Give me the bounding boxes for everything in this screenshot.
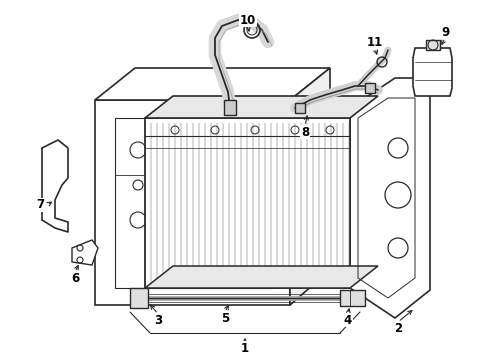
Polygon shape (145, 118, 350, 288)
Text: 4: 4 (344, 314, 352, 327)
Text: 9: 9 (441, 26, 449, 39)
Text: 1: 1 (241, 342, 249, 355)
Text: 5: 5 (221, 311, 229, 324)
Polygon shape (290, 68, 330, 305)
Polygon shape (365, 83, 375, 93)
Polygon shape (145, 96, 378, 118)
Polygon shape (350, 78, 430, 318)
Text: 7: 7 (36, 198, 44, 211)
Polygon shape (130, 288, 148, 308)
Polygon shape (413, 48, 452, 96)
Text: 10: 10 (240, 13, 256, 27)
Polygon shape (95, 68, 330, 100)
Text: 6: 6 (71, 271, 79, 284)
Text: 11: 11 (367, 36, 383, 49)
Polygon shape (145, 266, 378, 288)
Polygon shape (72, 240, 98, 265)
Polygon shape (340, 290, 365, 306)
Text: 3: 3 (154, 314, 162, 327)
Polygon shape (295, 103, 305, 113)
Polygon shape (426, 40, 440, 50)
Text: 8: 8 (301, 126, 309, 139)
Polygon shape (95, 100, 290, 305)
Polygon shape (224, 100, 236, 115)
Text: 2: 2 (394, 321, 402, 334)
